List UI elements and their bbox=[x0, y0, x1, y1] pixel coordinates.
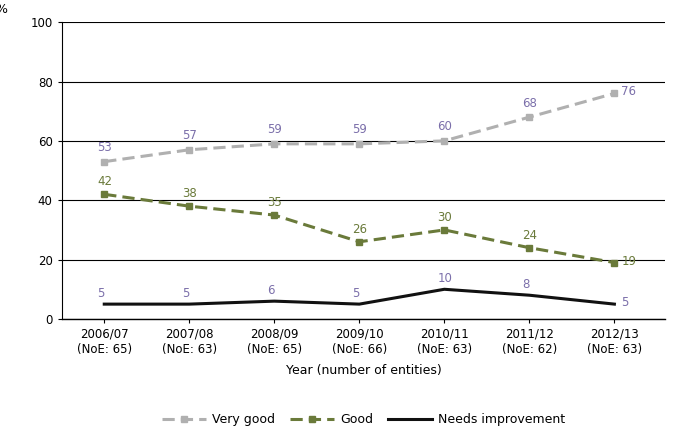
Very good bbox=[611, 91, 619, 96]
Text: 53: 53 bbox=[97, 141, 113, 154]
Good bbox=[270, 213, 279, 218]
Legend: Very good, Good, Needs improvement: Very good, Good, Needs improvement bbox=[157, 408, 570, 431]
Text: 59: 59 bbox=[353, 124, 368, 136]
Line: Very good: Very good bbox=[102, 91, 617, 164]
Very good bbox=[355, 141, 364, 147]
Text: 76: 76 bbox=[622, 85, 636, 98]
Needs improvement bbox=[525, 292, 534, 298]
Needs improvement bbox=[355, 301, 364, 307]
Needs improvement bbox=[611, 301, 619, 307]
Text: 30: 30 bbox=[438, 211, 452, 224]
Text: 19: 19 bbox=[622, 255, 636, 268]
Good bbox=[100, 192, 108, 197]
Very good bbox=[270, 141, 279, 147]
Very good bbox=[440, 138, 449, 144]
Text: 57: 57 bbox=[182, 129, 198, 142]
Text: %: % bbox=[0, 3, 8, 16]
Needs improvement bbox=[440, 287, 449, 292]
Needs improvement bbox=[270, 299, 279, 304]
Text: 59: 59 bbox=[268, 124, 283, 136]
X-axis label: Year (number of entities): Year (number of entities) bbox=[285, 364, 442, 377]
Text: 60: 60 bbox=[438, 120, 453, 133]
Text: 35: 35 bbox=[268, 196, 282, 209]
Line: Needs improvement: Needs improvement bbox=[104, 289, 615, 304]
Text: 26: 26 bbox=[353, 223, 368, 236]
Very good bbox=[100, 159, 108, 164]
Very good bbox=[185, 147, 193, 152]
Good bbox=[440, 227, 449, 233]
Text: 68: 68 bbox=[523, 97, 537, 110]
Text: 5: 5 bbox=[622, 296, 628, 309]
Text: 5: 5 bbox=[353, 287, 360, 299]
Good bbox=[355, 239, 364, 245]
Text: 5: 5 bbox=[182, 287, 190, 299]
Line: Good: Good bbox=[102, 191, 617, 265]
Text: 24: 24 bbox=[523, 229, 538, 242]
Text: 6: 6 bbox=[268, 284, 275, 297]
Good bbox=[185, 203, 193, 209]
Needs improvement bbox=[100, 301, 108, 307]
Needs improvement bbox=[185, 301, 193, 307]
Very good bbox=[525, 114, 534, 120]
Text: 8: 8 bbox=[523, 278, 530, 291]
Text: 5: 5 bbox=[97, 287, 105, 299]
Text: 10: 10 bbox=[438, 272, 453, 285]
Text: 42: 42 bbox=[97, 175, 113, 188]
Good bbox=[525, 245, 534, 250]
Good bbox=[611, 260, 619, 265]
Text: 38: 38 bbox=[182, 187, 198, 200]
